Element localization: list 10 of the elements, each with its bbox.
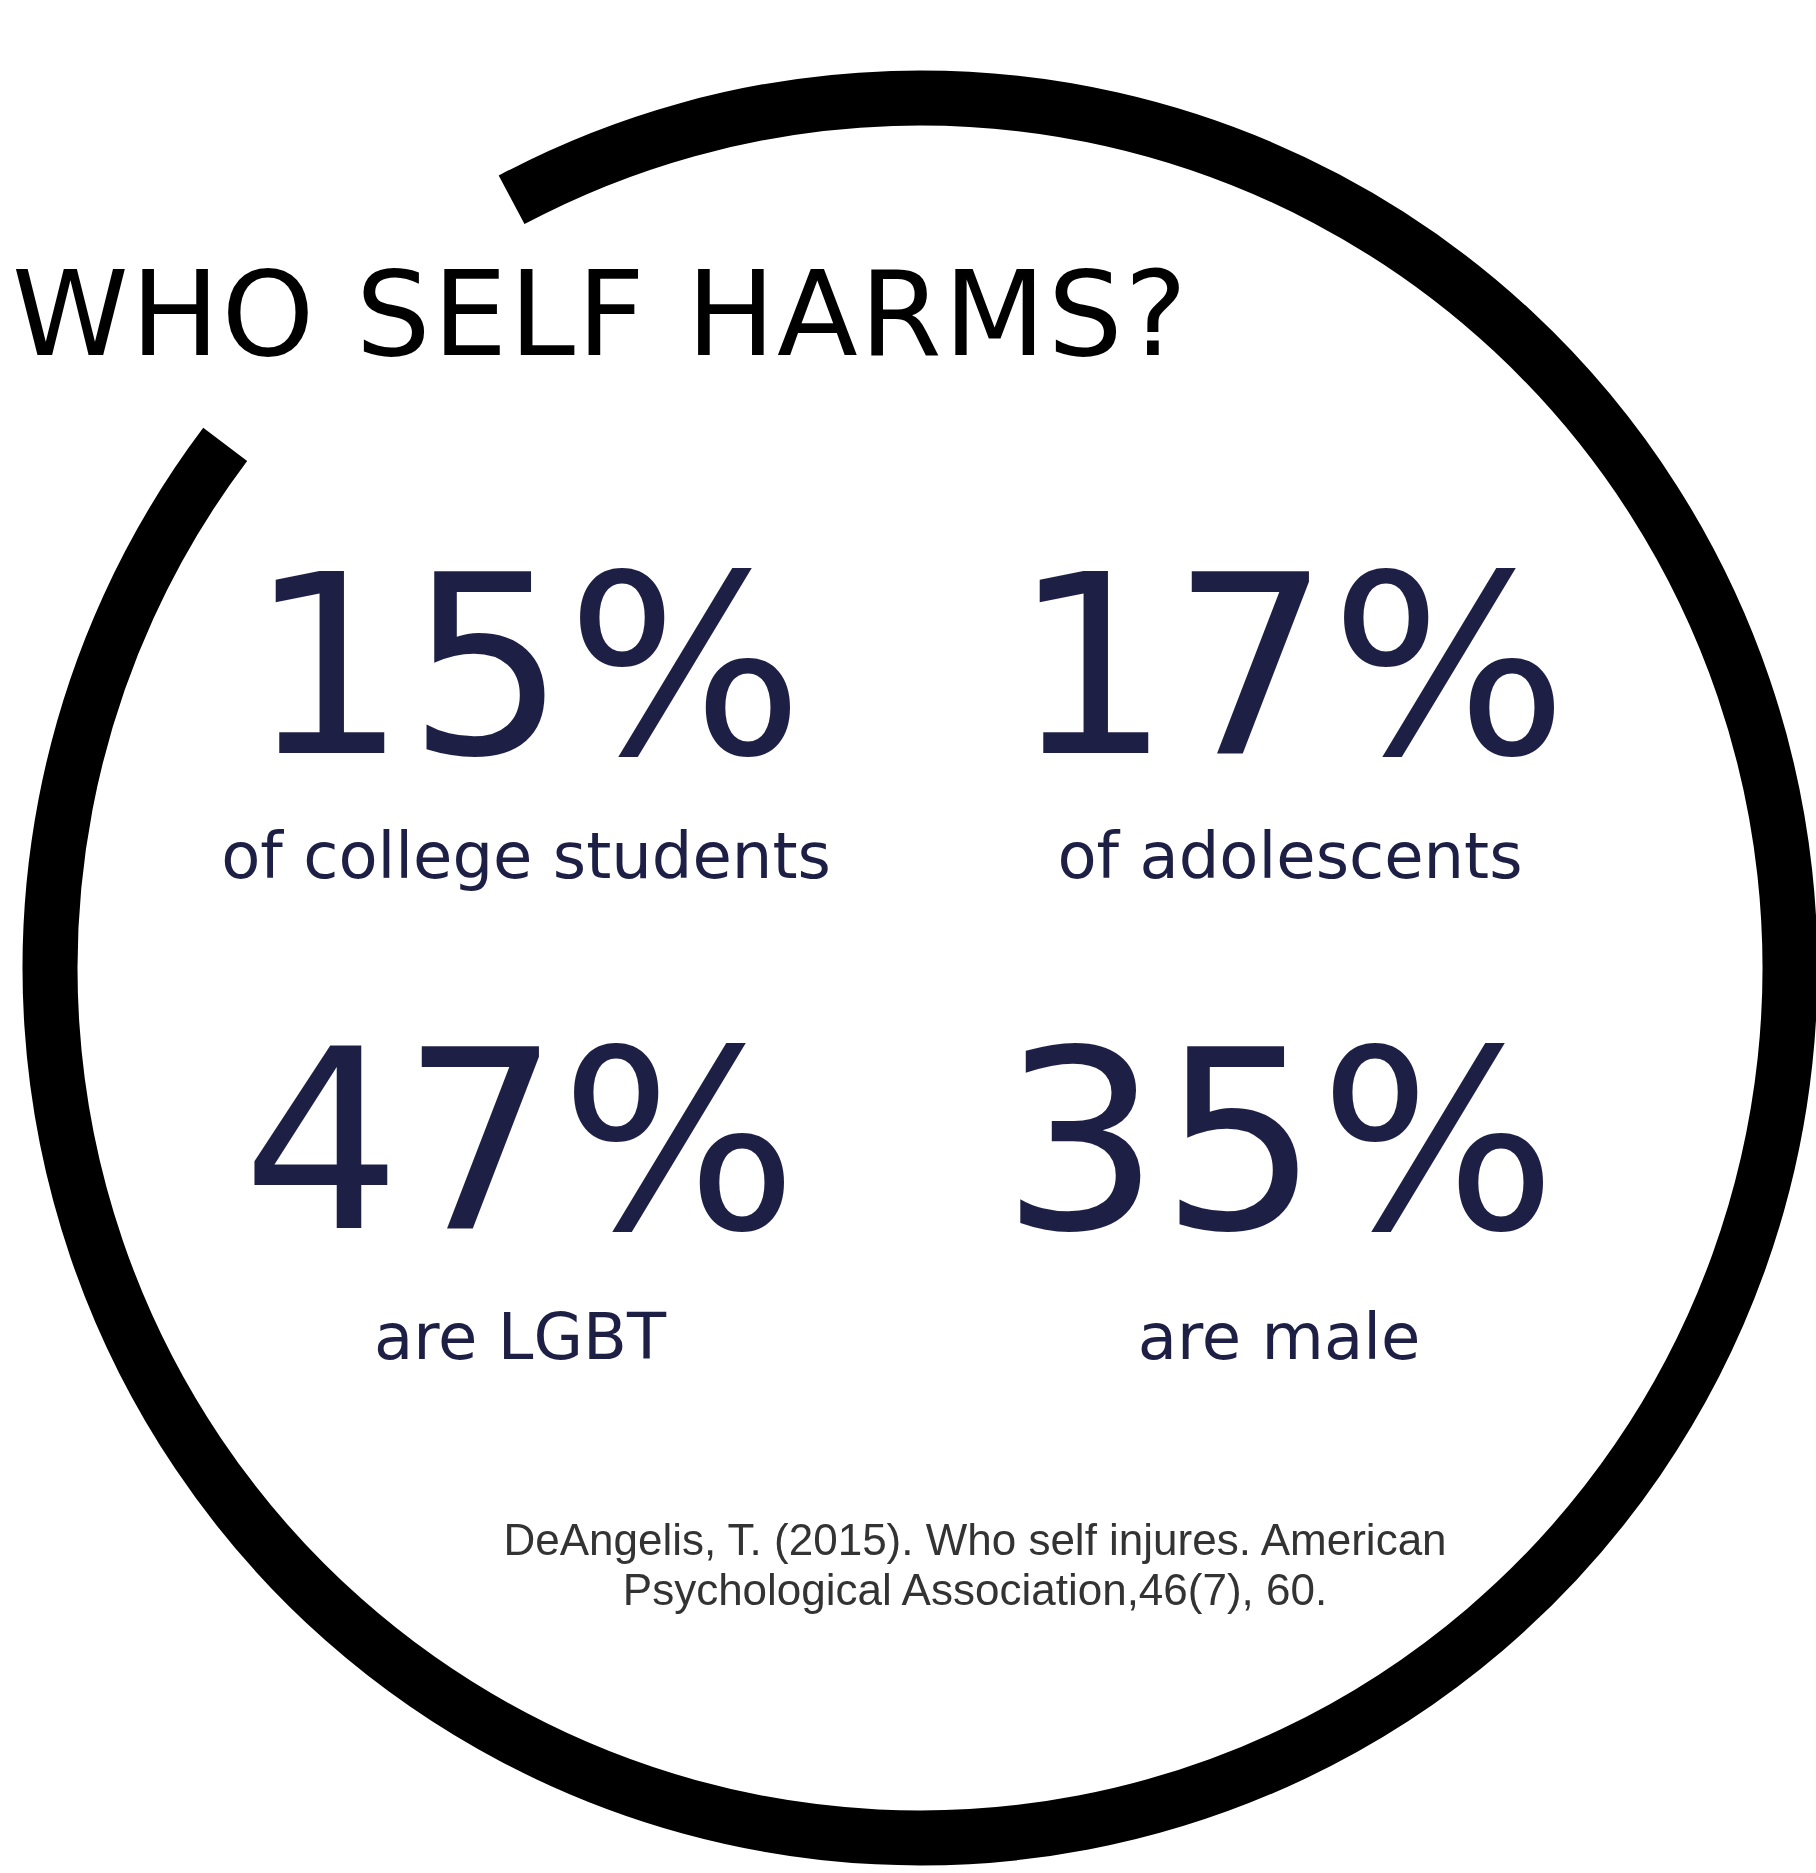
- data-label: 15%: [248, 521, 804, 812]
- data-label: 47%: [242, 996, 798, 1287]
- category-label: are male: [1137, 1300, 1421, 1374]
- data-label: 35%: [1001, 996, 1557, 1287]
- text: DeAngelis, T. (2015). Who self injures. American Psychological Association,46(7), 60.: [502, 1515, 1448, 1615]
- text: WHO SELF HARMS?: [12, 245, 1190, 383]
- category-label: are LGBT: [373, 1300, 667, 1374]
- category-label: of adolescents: [1057, 819, 1523, 893]
- data-label: 17%: [1012, 521, 1568, 812]
- category-label: of college students: [221, 819, 831, 893]
